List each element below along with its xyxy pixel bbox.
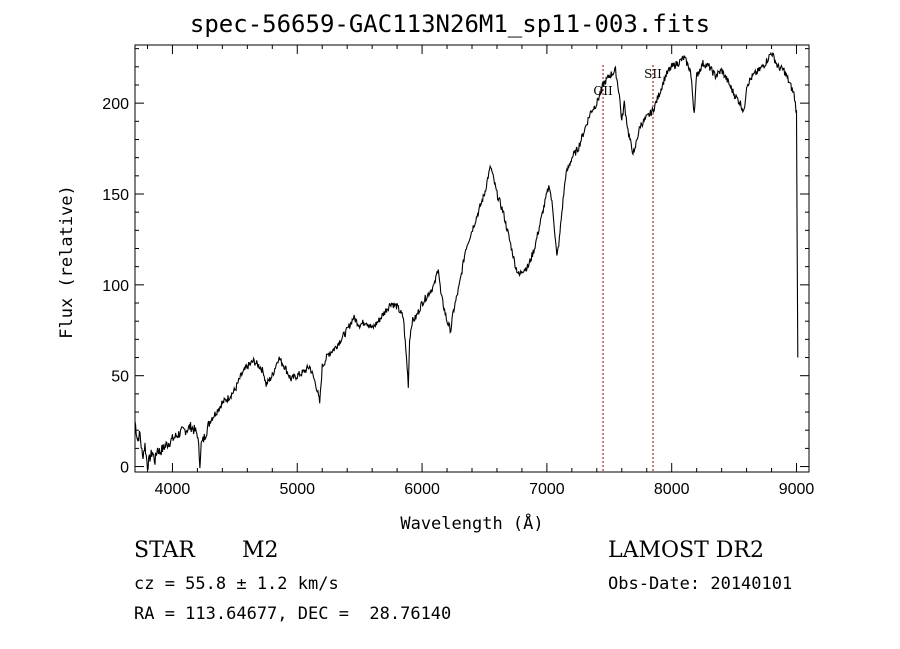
coordinates: RA = 113.64677, DEC = 28.76140: [134, 604, 452, 624]
chart-title: spec-56659-GAC113N26M1_sp11-003.fits: [189, 10, 711, 38]
survey-name: LAMOST DR2: [608, 538, 764, 563]
spectrum-line: [134, 51, 799, 472]
x-tick-label-4: 8000: [654, 481, 690, 498]
x-tick-label-0: 4000: [155, 481, 191, 498]
axis-ticks: [135, 45, 809, 472]
x-tick-label-3: 7000: [529, 481, 565, 498]
y-tick-label-3: 150: [102, 187, 129, 204]
x-tick-label-2: 6000: [404, 481, 440, 498]
y-tick-label-1: 50: [111, 369, 129, 386]
x-tick-label-1: 5000: [279, 481, 315, 498]
y-tick-label-0: 0: [120, 460, 129, 477]
x-axis-label: Wavelength (Å): [400, 512, 543, 534]
tick-labels: 4000 5000 6000 7000 8000 9000 0 50 100 150 200: [102, 96, 814, 498]
observation-date: Obs-Date: 20140101: [608, 574, 793, 594]
plot-frame: [134, 44, 810, 473]
y-tick-label-4: 200: [102, 96, 129, 113]
y-tick-label-2: 100: [102, 278, 129, 295]
line-label-sii: SII: [644, 67, 662, 81]
emission-line-markers: OII SII: [593, 65, 662, 472]
y-axis-label: Flux (relative): [57, 185, 77, 339]
redshift-velocity: cz = 55.8 ± 1.2 km/s: [134, 574, 339, 594]
object-type: STAR: [134, 538, 195, 563]
x-tick-label-5: 9000: [779, 481, 815, 498]
object-class: M2: [242, 538, 279, 563]
line-label-oii: OII: [593, 84, 613, 98]
